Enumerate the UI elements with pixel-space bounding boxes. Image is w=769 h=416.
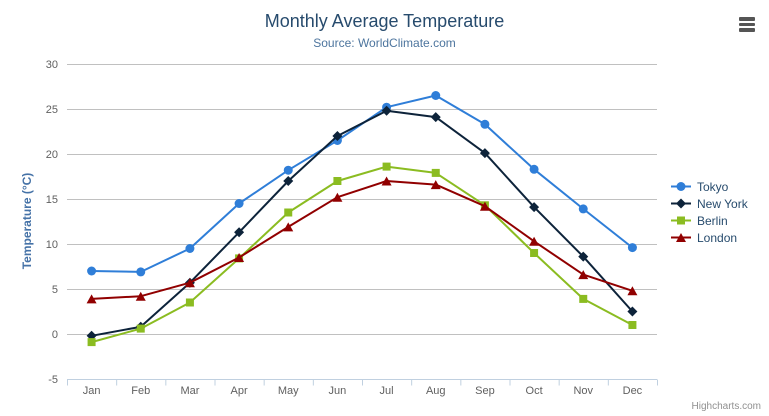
circle-marker-icon xyxy=(671,182,691,191)
data-point-tokyo[interactable] xyxy=(627,243,637,253)
data-point-london[interactable] xyxy=(479,201,490,211)
legend-item-tokyo[interactable]: Tokyo xyxy=(670,178,748,195)
data-point-tokyo[interactable] xyxy=(480,119,490,129)
legend-label: Berlin xyxy=(697,213,728,228)
series-line-tokyo xyxy=(90,94,634,273)
data-point-tokyo[interactable] xyxy=(234,199,244,208)
data-point-london[interactable] xyxy=(529,236,540,246)
y-axis-label: 0 xyxy=(52,329,58,341)
data-point-berlin[interactable] xyxy=(579,294,588,303)
x-axis-label: Jul xyxy=(380,385,394,397)
legend-marker[interactable] xyxy=(677,216,685,225)
data-point-tokyo[interactable] xyxy=(185,244,195,253)
legend: Tokyo New York Berlin London xyxy=(670,178,748,246)
data-point-tokyo[interactable] xyxy=(578,204,588,214)
legend-label: New York xyxy=(697,196,748,211)
data-point-new-york[interactable] xyxy=(332,131,343,141)
legend-marker[interactable] xyxy=(676,182,686,191)
x-axis-label: Apr xyxy=(231,385,248,397)
data-point-berlin[interactable] xyxy=(530,249,539,257)
y-axis-label: 20 xyxy=(46,149,58,161)
series-line-berlin xyxy=(90,165,634,344)
y-axis-title: Temperature (°C) xyxy=(20,172,34,270)
legend-item-berlin[interactable]: Berlin xyxy=(670,212,748,229)
data-point-berlin[interactable] xyxy=(628,321,637,329)
data-point-london[interactable] xyxy=(184,278,195,288)
triangle-marker-icon xyxy=(671,233,691,242)
y-axis-label: 10 xyxy=(46,239,58,251)
x-axis-label: Feb xyxy=(131,385,150,397)
data-point-tokyo[interactable] xyxy=(136,267,146,277)
legend-marker[interactable] xyxy=(676,233,686,242)
data-point-tokyo[interactable] xyxy=(431,91,441,100)
data-point-berlin[interactable] xyxy=(136,324,145,333)
data-point-berlin[interactable] xyxy=(87,338,96,347)
x-axis-label: Sep xyxy=(475,385,495,397)
data-point-new-york[interactable] xyxy=(381,105,392,116)
x-axis-label: Jan xyxy=(83,385,101,397)
data-point-tokyo[interactable] xyxy=(283,165,293,175)
burger-bar xyxy=(739,17,755,21)
y-axis-label: 25 xyxy=(46,104,58,116)
data-point-london[interactable] xyxy=(332,192,343,202)
x-axis-label: Jun xyxy=(329,385,347,397)
burger-bar xyxy=(739,22,755,26)
chart-title: Monthly Average Temperature xyxy=(264,11,505,31)
series-line-london xyxy=(90,180,634,300)
legend-item-new-york[interactable]: New York xyxy=(670,195,748,212)
data-point-new-york[interactable] xyxy=(627,306,638,317)
y-axis-label: 30 xyxy=(46,59,58,71)
square-marker-icon xyxy=(671,216,691,225)
x-axis-label: Nov xyxy=(573,385,593,397)
data-point-london[interactable] xyxy=(578,270,589,280)
data-point-london[interactable] xyxy=(86,294,97,304)
data-point-berlin[interactable] xyxy=(431,168,440,177)
series-line-new-york xyxy=(90,109,634,337)
x-axis-label: Aug xyxy=(426,385,446,397)
data-point-london[interactable] xyxy=(627,286,638,296)
data-point-berlin[interactable] xyxy=(382,162,391,171)
diamond-marker-icon xyxy=(671,198,691,209)
legend-item-london[interactable]: London xyxy=(670,229,748,246)
data-point-berlin[interactable] xyxy=(284,208,293,217)
data-point-tokyo[interactable] xyxy=(529,164,539,174)
data-point-london[interactable] xyxy=(381,176,392,186)
data-point-london[interactable] xyxy=(234,253,245,262)
data-point-london[interactable] xyxy=(430,180,441,190)
data-point-tokyo[interactable] xyxy=(87,266,97,276)
data-point-new-york[interactable] xyxy=(479,148,490,159)
data-point-london[interactable] xyxy=(283,222,294,232)
data-point-new-york[interactable] xyxy=(578,251,589,262)
credits-link[interactable]: Highcharts.com xyxy=(691,401,761,412)
x-axis-label: Oct xyxy=(526,385,543,397)
legend-label: London xyxy=(697,230,738,245)
chart-subtitle: Source: WorldClimate.com xyxy=(313,36,456,50)
y-axis-label: 5 xyxy=(52,284,58,296)
data-point-new-york[interactable] xyxy=(529,202,540,213)
data-point-new-york[interactable] xyxy=(283,176,294,186)
legend-label: Tokyo xyxy=(697,179,729,194)
export-menu-icon[interactable] xyxy=(739,17,755,34)
data-point-london[interactable] xyxy=(135,291,146,301)
data-point-berlin[interactable] xyxy=(333,177,342,185)
data-point-berlin[interactable] xyxy=(185,298,194,307)
data-point-new-york[interactable] xyxy=(430,112,441,123)
data-point-new-york[interactable] xyxy=(234,227,245,238)
x-axis-label: Mar xyxy=(180,385,199,397)
y-axis-label: 15 xyxy=(46,194,58,206)
legend-marker[interactable] xyxy=(676,198,686,209)
x-axis-label: May xyxy=(278,385,299,397)
burger-bar xyxy=(739,28,755,32)
x-axis-label: Dec xyxy=(623,385,643,397)
y-axis-label: -5 xyxy=(48,374,58,386)
